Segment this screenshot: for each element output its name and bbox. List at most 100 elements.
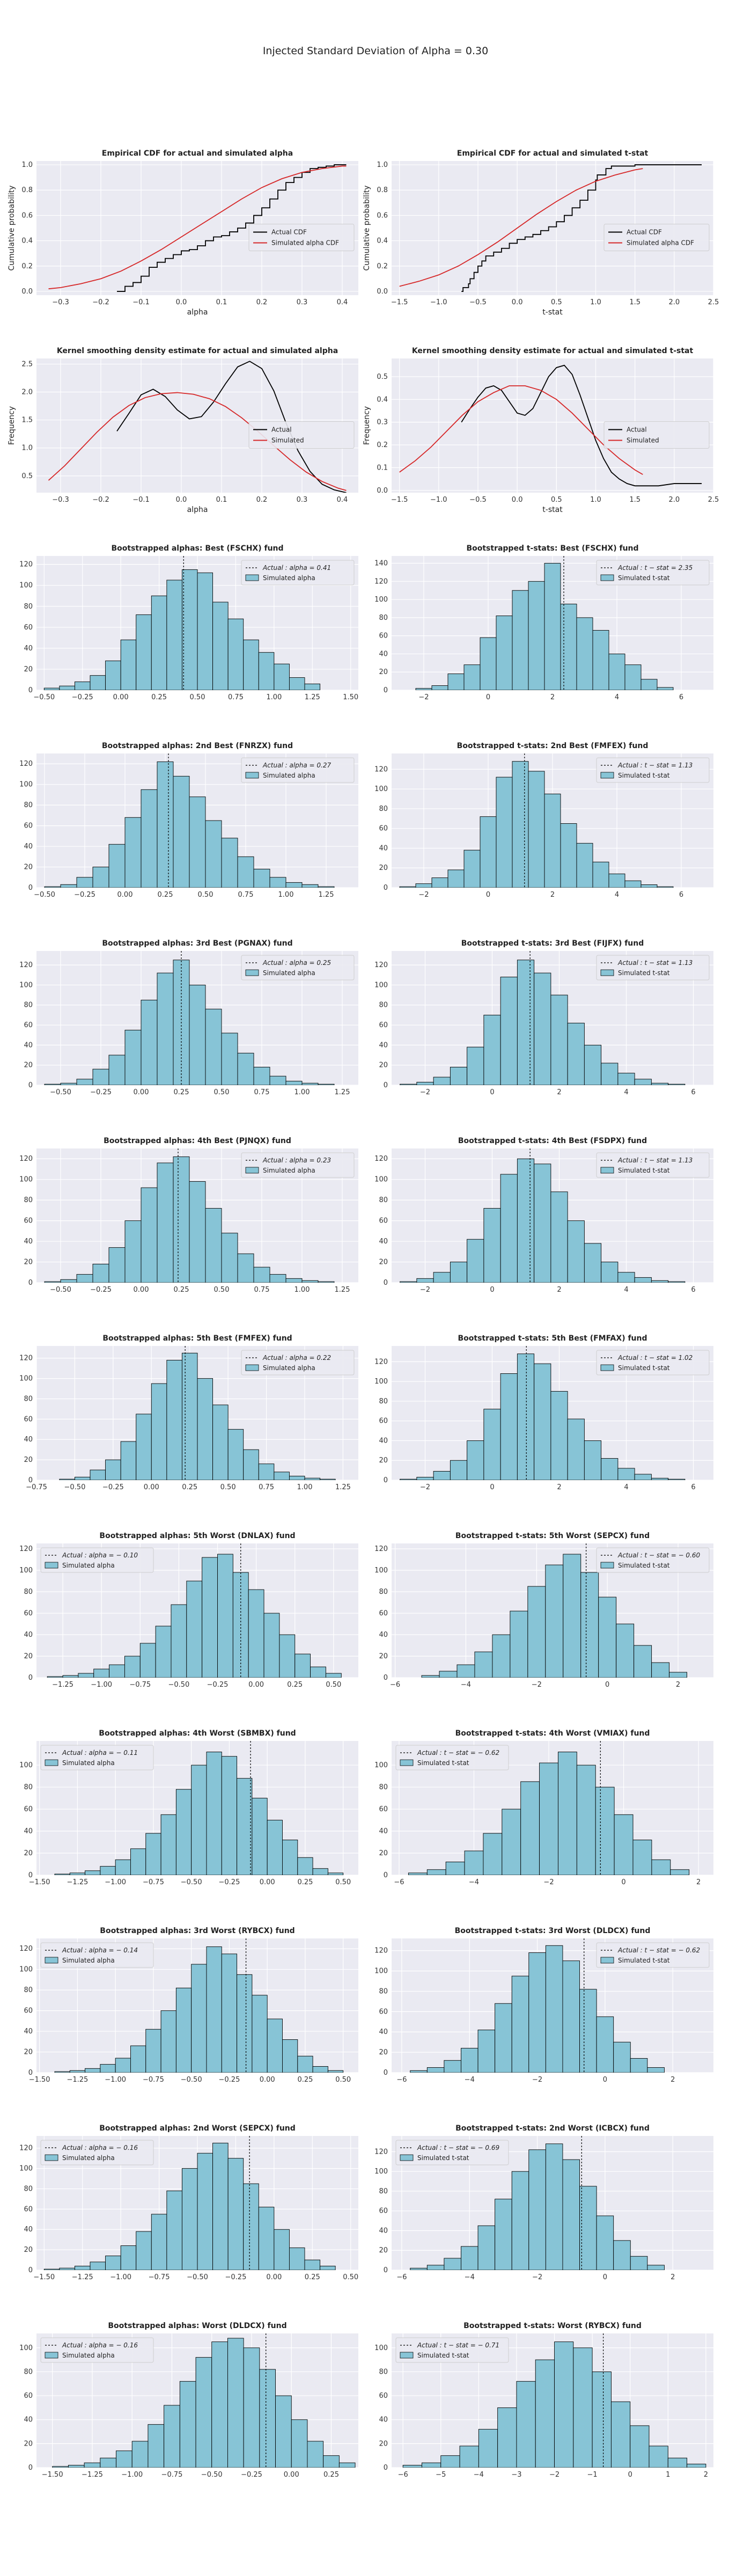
histogram-bar xyxy=(512,590,529,690)
histogram-bar xyxy=(78,1673,94,1678)
legend-simulated-label: Simulated alpha xyxy=(62,1562,115,1569)
histogram-bar xyxy=(227,1429,244,1480)
y-tick-label: 0 xyxy=(28,1081,33,1089)
x-tick-label: −0.3 xyxy=(52,298,69,306)
histogram-bar xyxy=(221,1033,238,1085)
chart-title: Bootstrapped alphas: 5th Best (FMFEX) fu… xyxy=(102,1334,292,1343)
histogram-bar xyxy=(669,1672,687,1678)
histogram-bar xyxy=(567,1418,585,1480)
legend-box xyxy=(596,955,710,980)
x-tick-label: −1.5 xyxy=(391,496,408,504)
histogram-bar xyxy=(463,664,481,690)
histogram-bar xyxy=(323,2455,340,2468)
y-tick-label: 100 xyxy=(374,596,388,604)
chart-title: Bootstrapped t-stats: 3rd Worst (DLDCX) … xyxy=(455,1927,651,1935)
histogram-bar xyxy=(136,1414,152,1480)
chart-title: Bootstrapped t-stats: 4th Worst (VMIAX) … xyxy=(455,1729,650,1738)
legend-actual-label: Actual : t − stat = − 0.69 xyxy=(417,2144,499,2151)
y-tick-label: 20 xyxy=(24,1652,33,1660)
y-tick-label: 20 xyxy=(24,1062,33,1070)
y-tick-label: 0 xyxy=(384,686,388,694)
histogram-bar xyxy=(596,2016,614,2073)
histogram-bar xyxy=(130,2045,146,2073)
y-tick-label: 0 xyxy=(384,1476,388,1484)
y-tick-label: 0 xyxy=(384,1674,388,1682)
y-tick-label: 80 xyxy=(24,2185,33,2193)
legend-actual-label: Actual : alpha = 0.25 xyxy=(262,959,331,967)
y-tick-label: 60 xyxy=(24,2205,33,2213)
histogram-bar xyxy=(237,1974,253,2073)
x-tick-label: 0 xyxy=(490,1286,494,1294)
chart-title: Bootstrapped alphas: 4th Best (PJNQX) fu… xyxy=(104,1137,291,1145)
y-tick-label: 40 xyxy=(24,843,33,851)
legend: Actual Simulated xyxy=(603,421,710,449)
chart-panel-16: 0 20 40 60 80 100 120 −6 −4 −2 0 2 Bootstrapped t-st… xyxy=(374,1532,713,1689)
histogram-bar xyxy=(517,1158,535,1283)
x-tick-label: −0.25 xyxy=(207,1681,229,1689)
y-tick-label: 100 xyxy=(374,2168,388,2176)
legend: Actual : t − stat = 1.13 Simulated t-stat xyxy=(596,757,710,783)
histogram-bar xyxy=(431,685,448,690)
x-tick-label: 0.00 xyxy=(284,2471,299,2479)
legend-simulated-swatch xyxy=(600,1167,614,1174)
x-tick-label: −0.75 xyxy=(143,2076,164,2084)
histogram-bar xyxy=(634,1474,652,1480)
x-tick-label: −0.75 xyxy=(149,2273,170,2281)
histogram-bar xyxy=(120,2245,137,2270)
x-tick-label: −0.25 xyxy=(90,1286,112,1294)
histogram-bar xyxy=(59,1479,75,1480)
x-tick-label: 0.25 xyxy=(297,1878,313,1886)
x-tick-label: 2 xyxy=(557,1088,561,1096)
x-tick-label: 2 xyxy=(557,1483,561,1491)
y-tick-label: 40 xyxy=(24,1238,33,1246)
histogram-bar xyxy=(52,2466,69,2468)
histogram-bar xyxy=(511,2171,529,2270)
y-tick-label: 100 xyxy=(19,781,33,789)
y-tick-label: 20 xyxy=(379,1457,388,1465)
histogram-bar xyxy=(320,2265,336,2270)
histogram-bar xyxy=(651,1477,669,1480)
histogram-bar xyxy=(181,569,198,690)
histogram-bar xyxy=(497,2407,517,2468)
histogram-bar xyxy=(237,1052,254,1085)
legend-actual-label: Actual : alpha = 0.22 xyxy=(262,1354,331,1362)
x-tick-label: 0.0 xyxy=(176,496,187,504)
y-tick-label: 20 xyxy=(379,1258,388,1267)
y-tick-label: 120 xyxy=(19,1945,33,1953)
histogram-bar xyxy=(258,1463,275,1480)
histogram-bar xyxy=(467,1440,484,1480)
histogram-bar xyxy=(301,1280,319,1283)
histogram-bar xyxy=(687,2463,706,2468)
histogram-bar xyxy=(90,675,106,690)
histogram-bar xyxy=(651,1082,669,1085)
histogram-bar xyxy=(510,1611,528,1678)
x-tick-label: −0.50 xyxy=(64,1483,86,1491)
legend-box xyxy=(596,560,710,586)
x-axis-label: alpha xyxy=(187,506,208,514)
x-tick-label: 0 xyxy=(603,2076,607,2084)
chart-panel-4: 0.0 0.1 0.2 0.3 0.4 0.5 −1.5 −1.0 −0.5 0.0 0.5 1.0 1… xyxy=(363,347,719,514)
legend-simulated-swatch xyxy=(245,1364,259,1371)
histogram-bar xyxy=(92,867,109,888)
histogram-bar xyxy=(173,1156,190,1283)
y-tick-label: 0.2 xyxy=(21,262,33,270)
plot-marks xyxy=(399,164,702,292)
x-tick-label: −6 xyxy=(398,2471,408,2479)
histogram-bar xyxy=(614,1814,634,1875)
y-tick-label: 40 xyxy=(379,2416,388,2424)
x-tick-label: 0.5 xyxy=(551,496,562,504)
y-tick-label: 40 xyxy=(24,645,33,653)
legend-box xyxy=(40,1745,154,1770)
histogram-bar xyxy=(450,1460,468,1480)
histogram-bar xyxy=(495,2003,512,2073)
x-tick-label: 2 xyxy=(671,2076,675,2084)
legend-actual-label: Actual : alpha = − 0.10 xyxy=(62,1552,138,1559)
histogram-bar xyxy=(535,2359,555,2468)
histogram-bar xyxy=(433,1077,451,1085)
legend-actual-label: Actual : t − stat = − 0.62 xyxy=(617,1946,700,1954)
histogram-bar xyxy=(90,2262,106,2270)
histogram-bar xyxy=(562,2159,580,2270)
histogram-bar xyxy=(155,1626,172,1678)
histogram-bar xyxy=(598,1597,617,1678)
legend-box xyxy=(596,1350,710,1375)
